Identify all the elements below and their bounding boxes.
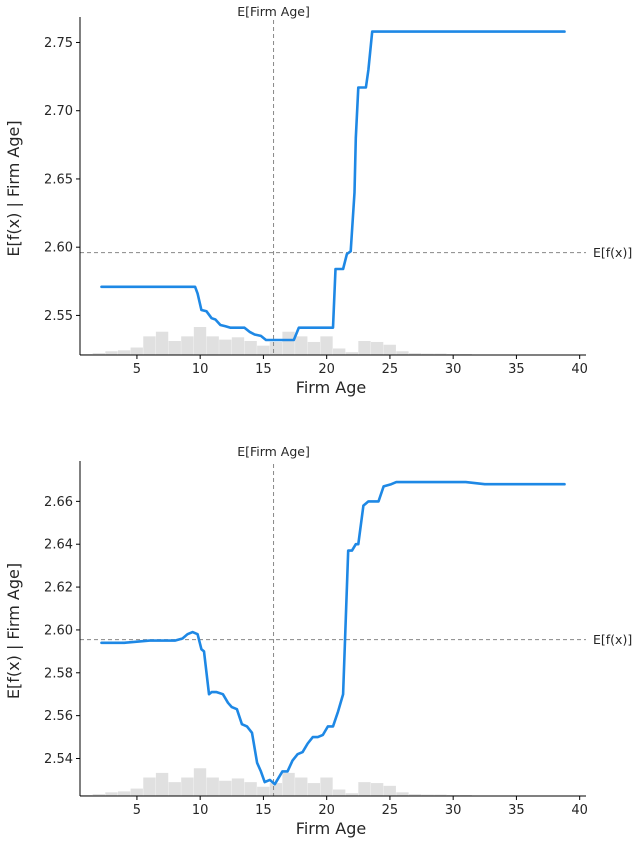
histogram-bar bbox=[421, 794, 434, 796]
x-tick-label: 5 bbox=[133, 362, 141, 377]
histogram-bar bbox=[421, 353, 434, 355]
histogram-bar bbox=[307, 341, 321, 355]
histogram-bar bbox=[257, 345, 270, 355]
histogram-bar bbox=[396, 351, 409, 355]
histogram-bar bbox=[155, 331, 169, 355]
x-axis-title: Firm Age bbox=[296, 378, 366, 397]
x-tick-label: 25 bbox=[382, 362, 399, 377]
expected-x-label: E[Firm Age] bbox=[237, 444, 310, 459]
histogram-bar bbox=[193, 327, 207, 355]
histogram-bar bbox=[434, 353, 447, 355]
y-axis-title: E[f(x) | Firm Age] bbox=[4, 120, 23, 256]
x-tick-label: 35 bbox=[508, 803, 525, 818]
histogram-bar bbox=[206, 777, 219, 796]
histogram-bar bbox=[269, 783, 283, 796]
histogram-bar bbox=[244, 782, 257, 796]
histogram-bar bbox=[181, 336, 194, 355]
y-tick-label: 2.55 bbox=[44, 309, 73, 324]
histogram-bar bbox=[181, 777, 194, 796]
histogram-bar bbox=[383, 785, 396, 796]
x-tick-label: 30 bbox=[445, 803, 462, 818]
chart-panel-top: E[Firm Age] E[f(x)] 5 10 15 20 25 30 35 40 2.55 2.6… bbox=[4, 4, 632, 397]
histogram-bar bbox=[408, 353, 422, 355]
x-tick-label: 10 bbox=[192, 362, 209, 377]
y-tick-label: 2.60 bbox=[44, 623, 73, 638]
histogram-bar bbox=[269, 341, 283, 355]
histogram-bar bbox=[168, 782, 181, 796]
partial-dependence-line bbox=[100, 30, 566, 342]
expected-y-label: E[f(x)] bbox=[593, 245, 632, 260]
histogram-bar bbox=[155, 772, 169, 796]
histogram-bar bbox=[231, 337, 245, 355]
histogram-bar bbox=[143, 777, 156, 796]
x-tick-label: 20 bbox=[318, 803, 335, 818]
histogram-bar bbox=[117, 350, 131, 355]
y-tick-label: 2.70 bbox=[44, 104, 73, 119]
partial-dependence-line bbox=[100, 480, 566, 786]
histogram-bar bbox=[105, 351, 118, 355]
y-tick-label: 2.64 bbox=[44, 538, 73, 553]
x-tick-label: 30 bbox=[445, 362, 462, 377]
histogram-bar bbox=[320, 777, 333, 796]
histogram-bar bbox=[370, 341, 384, 355]
histogram bbox=[80, 768, 523, 796]
expected-x-label: E[Firm Age] bbox=[237, 4, 310, 19]
histogram-bar bbox=[333, 348, 346, 355]
x-tick-label: 5 bbox=[133, 803, 141, 818]
x-tick-label: 40 bbox=[571, 803, 588, 818]
histogram-bar bbox=[92, 353, 105, 355]
histogram bbox=[80, 327, 523, 355]
x-tick-label: 15 bbox=[255, 362, 272, 377]
histogram-bar bbox=[358, 341, 371, 355]
histogram-bar bbox=[333, 789, 346, 796]
histogram-bar bbox=[219, 780, 232, 796]
histogram-bar bbox=[370, 783, 384, 796]
histogram-bar bbox=[345, 352, 358, 355]
y-tick-label: 2.58 bbox=[44, 666, 73, 681]
x-tick-label: 15 bbox=[255, 803, 272, 818]
histogram-bar bbox=[295, 336, 308, 355]
y-tick-label: 2.66 bbox=[44, 495, 73, 510]
y-tick-label: 2.62 bbox=[44, 581, 73, 596]
histogram-bar bbox=[206, 336, 219, 355]
histogram-bar bbox=[105, 792, 118, 796]
x-tick-label: 10 bbox=[192, 803, 209, 818]
histogram-bar bbox=[320, 336, 333, 355]
y-tick-label: 2.60 bbox=[44, 241, 73, 256]
histogram-bar bbox=[345, 793, 358, 796]
y-tick-label: 2.75 bbox=[44, 36, 73, 51]
x-tick-label: 40 bbox=[571, 362, 588, 377]
y-axis-title: E[f(x) | Firm Age] bbox=[4, 563, 23, 699]
histogram-bar bbox=[434, 794, 447, 796]
y-tick-label: 2.65 bbox=[44, 172, 73, 187]
histogram-bar bbox=[383, 344, 396, 355]
histogram-bar bbox=[130, 347, 143, 355]
x-tick-label: 25 bbox=[382, 803, 399, 818]
x-axis-title: Firm Age bbox=[296, 819, 366, 838]
histogram-bar bbox=[244, 341, 257, 355]
histogram-bar bbox=[396, 792, 409, 796]
histogram-bar bbox=[358, 782, 371, 796]
histogram-bar bbox=[307, 783, 321, 796]
histogram-bar bbox=[143, 336, 156, 355]
x-tick-label: 35 bbox=[508, 362, 525, 377]
histogram-bar bbox=[130, 788, 143, 796]
histogram-bar bbox=[92, 794, 105, 796]
histogram-bar bbox=[282, 331, 295, 355]
chart-panel-bottom: E[Firm Age] E[f(x)] 5 10 15 20 25 30 35 40 2.54 2.5… bbox=[4, 444, 632, 838]
histogram-bar bbox=[257, 786, 270, 796]
histogram-bar bbox=[219, 339, 232, 355]
y-tick-label: 2.54 bbox=[44, 752, 73, 767]
histogram-bar bbox=[231, 778, 245, 796]
histogram-bar bbox=[168, 341, 181, 355]
histogram-bar bbox=[282, 772, 295, 796]
x-tick-label: 20 bbox=[318, 362, 335, 377]
y-tick-label: 2.56 bbox=[44, 709, 73, 724]
histogram-bar bbox=[408, 794, 422, 796]
histogram-bar bbox=[193, 768, 207, 796]
expected-y-label: E[f(x)] bbox=[593, 632, 632, 647]
histogram-bar bbox=[117, 791, 131, 796]
histogram-bar bbox=[295, 777, 308, 796]
